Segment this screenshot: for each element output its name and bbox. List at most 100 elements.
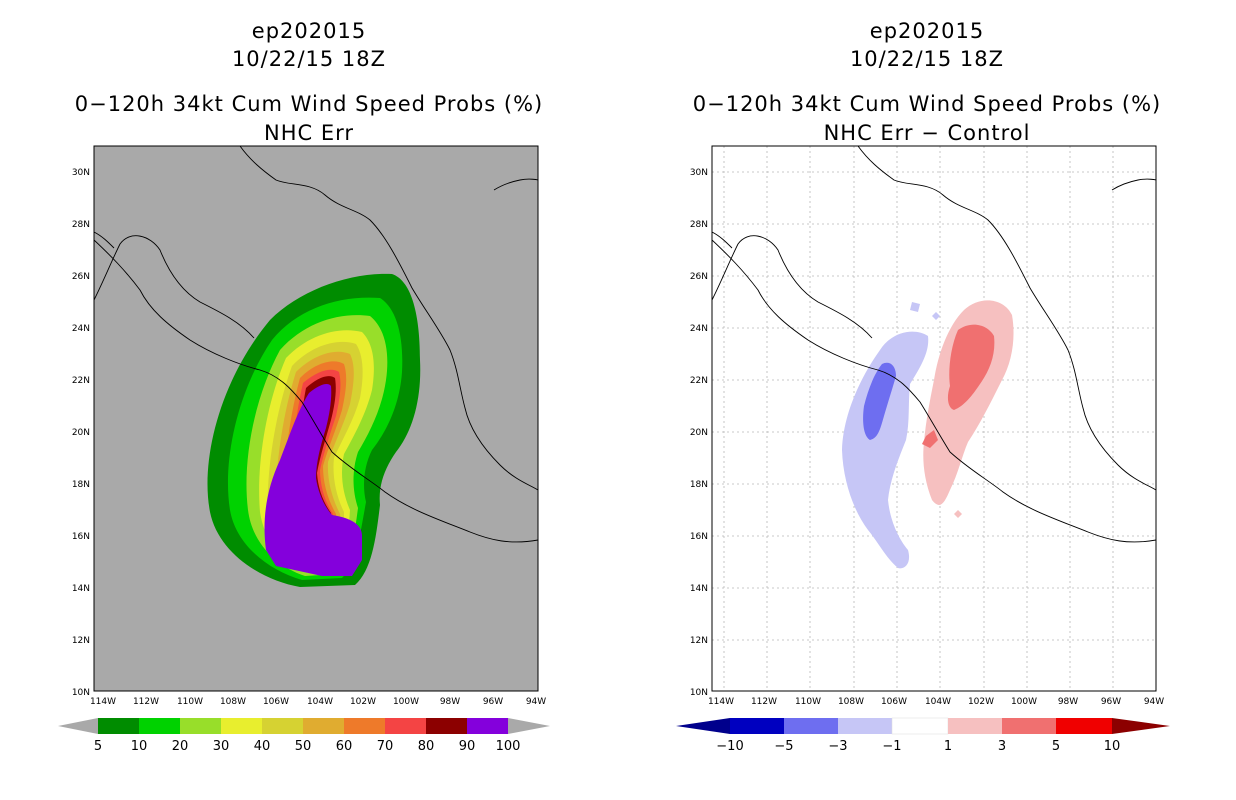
- svg-text:30: 30: [213, 739, 230, 754]
- svg-text:40: 40: [254, 739, 271, 754]
- svg-text:14N: 14N: [690, 584, 708, 594]
- right-colorbar: −10 −5 −3 −1 1 3 5 10: [676, 717, 1170, 754]
- colorbar-swatch-10: [139, 718, 180, 734]
- svg-text:90: 90: [459, 739, 476, 754]
- left-colorbar-over: [508, 718, 550, 734]
- svg-text:24N: 24N: [72, 324, 90, 334]
- colorbar-swatch-90: [467, 718, 508, 734]
- diff-pos-mid: [947, 324, 995, 410]
- svg-text:102W: 102W: [968, 697, 994, 707]
- svg-text:26N: 26N: [72, 272, 90, 282]
- left-colorbar-under: [58, 718, 98, 734]
- svg-text:16N: 16N: [690, 532, 708, 542]
- left-subtitle: NHC Err: [263, 121, 354, 145]
- svg-text:94W: 94W: [1144, 697, 1164, 707]
- colorbar-swatch-80: [426, 718, 467, 734]
- svg-text:110W: 110W: [177, 697, 203, 707]
- svg-text:60: 60: [336, 739, 353, 754]
- svg-text:106W: 106W: [263, 697, 289, 707]
- colorbar-swatch-20: [180, 718, 221, 734]
- left-probability-contours: [207, 273, 421, 587]
- left-colorbar-swatches: [98, 718, 508, 734]
- left-product-title: 0−120h 34kt Cum Wind Speed Probs (%): [74, 92, 544, 116]
- svg-text:98W: 98W: [440, 697, 460, 707]
- colorbar-swatch-neg3: [838, 718, 892, 734]
- left-lat-labels: 30N 28N 26N 24N 22N 20N 18N 16N 14N 12N …: [72, 168, 90, 698]
- svg-text:100W: 100W: [393, 697, 419, 707]
- colorbar-swatch-pos3: [1002, 718, 1056, 734]
- right-product-title: 0−120h 34kt Cum Wind Speed Probs (%): [692, 92, 1162, 116]
- svg-text:22N: 22N: [690, 376, 708, 386]
- right-lat-labels: 30N 28N 26N 24N 22N 20N 18N 16N 14N 12N …: [690, 168, 708, 698]
- svg-text:20N: 20N: [690, 428, 708, 438]
- right-datetime: 10/22/15 18Z: [849, 47, 1005, 71]
- colorbar-swatch-60: [344, 718, 385, 734]
- colorbar-swatch-70: [385, 718, 426, 734]
- svg-text:104W: 104W: [307, 697, 333, 707]
- svg-text:50: 50: [295, 739, 312, 754]
- svg-text:96W: 96W: [1101, 697, 1121, 707]
- svg-text:12N: 12N: [72, 636, 90, 646]
- svg-text:112W: 112W: [751, 697, 777, 707]
- right-colorbar-labels: −10 −5 −3 −1 1 3 5 10: [716, 739, 1120, 754]
- svg-text:114W: 114W: [90, 697, 116, 707]
- right-colorbar-under: [676, 718, 730, 734]
- svg-text:100W: 100W: [1011, 697, 1037, 707]
- svg-text:114W: 114W: [708, 697, 734, 707]
- svg-text:18N: 18N: [72, 480, 90, 490]
- svg-text:10N: 10N: [72, 688, 90, 698]
- left-map: 30N 28N 26N 24N 22N 20N 18N 16N 14N 12N …: [72, 145, 546, 707]
- svg-text:22N: 22N: [72, 376, 90, 386]
- diff-neg-light: [842, 331, 929, 569]
- svg-text:20: 20: [172, 739, 189, 754]
- left-datetime: 10/22/15 18Z: [231, 47, 387, 71]
- svg-text:26N: 26N: [690, 272, 708, 282]
- left-colorbar: 5 10 20 30 40 50 60 70 80 90 100: [58, 718, 550, 754]
- diff-pos-small: [954, 510, 962, 518]
- left-coastlines: [94, 146, 538, 543]
- right-lon-labels: 114W 112W 110W 108W 106W 104W 102W 100W …: [708, 697, 1164, 707]
- colorbar-swatch-neg5: [784, 718, 838, 734]
- svg-text:98W: 98W: [1058, 697, 1078, 707]
- colorbar-swatch-5: [98, 718, 139, 734]
- right-subtitle: NHC Err − Control: [823, 121, 1031, 145]
- svg-text:−1: −1: [882, 739, 901, 754]
- left-lon-labels: 114W 112W 110W 108W 106W 104W 102W 100W …: [90, 697, 546, 707]
- svg-text:18N: 18N: [690, 480, 708, 490]
- svg-text:16N: 16N: [72, 532, 90, 542]
- colorbar-swatch-40: [262, 718, 303, 734]
- svg-text:100: 100: [496, 739, 521, 754]
- svg-text:5: 5: [94, 739, 102, 754]
- svg-text:28N: 28N: [690, 220, 708, 230]
- svg-text:−3: −3: [828, 739, 847, 754]
- svg-text:10: 10: [1104, 739, 1121, 754]
- right-colorbar-swatches: [730, 717, 1112, 735]
- svg-text:30N: 30N: [690, 168, 708, 178]
- svg-text:10N: 10N: [690, 688, 708, 698]
- svg-text:102W: 102W: [350, 697, 376, 707]
- right-difference-contours: [842, 300, 1014, 569]
- right-coastlines: [712, 146, 1156, 543]
- svg-text:108W: 108W: [220, 697, 246, 707]
- svg-text:1: 1: [944, 739, 952, 754]
- svg-text:5: 5: [1052, 739, 1060, 754]
- svg-text:70: 70: [377, 739, 394, 754]
- right-colorbar-over: [1112, 718, 1170, 734]
- colorbar-swatch-30: [221, 718, 262, 734]
- svg-text:112W: 112W: [133, 697, 159, 707]
- diff-pos-mid-2: [922, 430, 938, 448]
- svg-text:80: 80: [418, 739, 435, 754]
- svg-text:96W: 96W: [483, 697, 503, 707]
- prob-band-90: [264, 384, 362, 576]
- svg-text:28N: 28N: [72, 220, 90, 230]
- svg-text:94W: 94W: [526, 697, 546, 707]
- svg-text:106W: 106W: [881, 697, 907, 707]
- diff-neg-small-2: [932, 312, 940, 320]
- svg-text:12N: 12N: [690, 636, 708, 646]
- svg-text:104W: 104W: [925, 697, 951, 707]
- colorbar-swatch-50: [303, 718, 344, 734]
- diff-neg-small-1: [910, 302, 920, 312]
- colorbar-swatch-pos1: [948, 718, 1002, 734]
- svg-text:10: 10: [131, 739, 148, 754]
- svg-text:−10: −10: [716, 739, 743, 754]
